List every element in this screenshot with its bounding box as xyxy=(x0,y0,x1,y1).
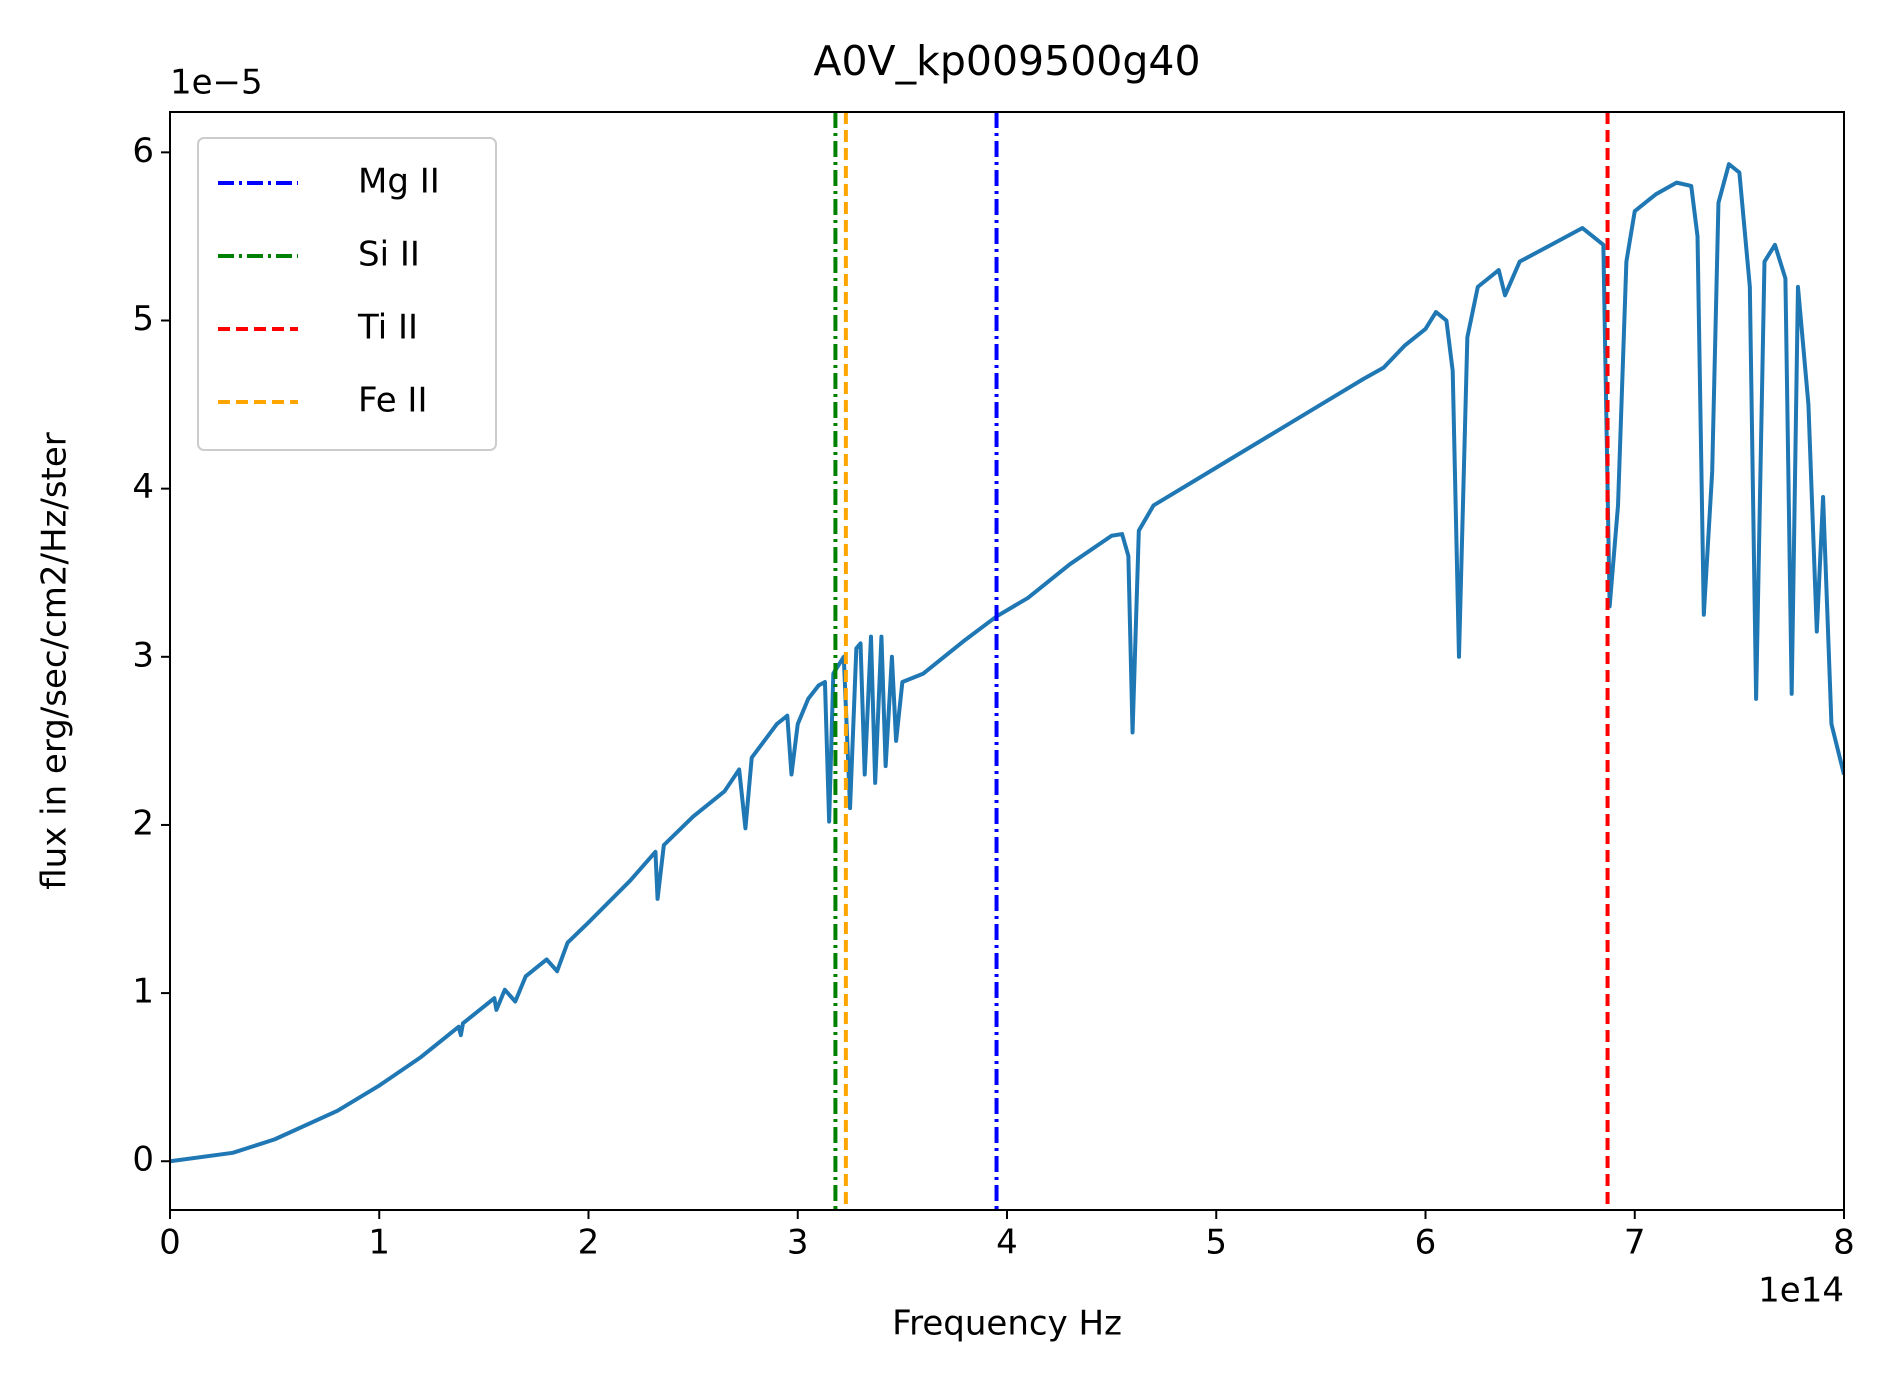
x-offset-text: 1e14 xyxy=(1758,1271,1844,1311)
y-tick-label: 4 xyxy=(132,467,154,507)
legend-label: Ti II xyxy=(357,308,418,348)
plot-frame xyxy=(169,111,1845,1211)
x-tick-label: 0 xyxy=(159,1223,181,1263)
x-tick-label: 6 xyxy=(1415,1223,1437,1263)
x-tick-label: 1 xyxy=(368,1223,390,1263)
y-tick-label: 2 xyxy=(132,803,154,843)
legend-label: Si II xyxy=(358,235,420,275)
x-tick-label: 3 xyxy=(787,1223,809,1263)
legend-box xyxy=(197,137,497,451)
y-offset-text: 1e−5 xyxy=(170,63,263,103)
x-tick-label: 7 xyxy=(1624,1223,1646,1263)
y-tick-label: 3 xyxy=(132,635,154,675)
x-tick-label: 4 xyxy=(996,1223,1018,1263)
spectrum-line xyxy=(170,162,1844,1164)
y-tick-label: 6 xyxy=(132,131,154,171)
x-axis-label: Frequency Hz xyxy=(892,1304,1122,1344)
legend-label: Fe II xyxy=(358,381,427,421)
x-tick-label: 5 xyxy=(1205,1223,1227,1263)
y-axis-label: flux in erg/sec/cm2/Hz/ster xyxy=(35,432,75,890)
x-tick-label: 8 xyxy=(1833,1223,1855,1263)
chart-title: A0V_kp009500g40 xyxy=(813,37,1200,85)
y-tick-label: 1 xyxy=(132,972,154,1012)
y-tick-label: 0 xyxy=(132,1140,154,1180)
legend-label: Mg II xyxy=(358,162,440,202)
x-tick-label: 2 xyxy=(578,1223,600,1263)
y-tick-label: 5 xyxy=(132,299,154,339)
